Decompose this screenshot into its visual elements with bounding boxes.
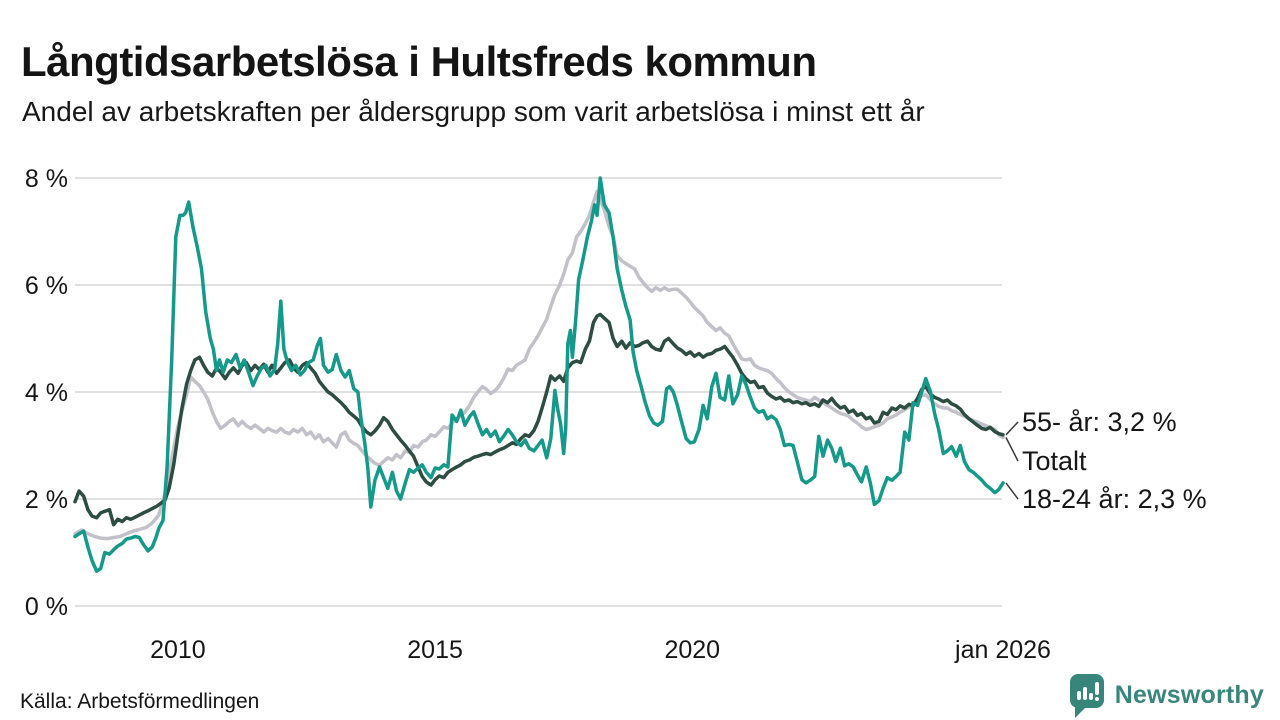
newsworthy-logo: Newsworthy <box>1068 672 1264 718</box>
y-tick-label: 6 % <box>25 272 68 300</box>
source-note: Källa: Arbetsförmedlingen <box>20 690 260 713</box>
end-label-55-ar: 55- år: 3,2 % <box>1022 407 1177 437</box>
x-tick-label: jan 2026 <box>954 636 1051 664</box>
series-line-55- år <box>73 312 1005 527</box>
end-label-totalt: Totalt <box>1022 446 1087 476</box>
x-tick-label: 2020 <box>664 636 720 664</box>
y-tick-label: 4 % <box>25 379 68 407</box>
leader-line <box>1005 482 1019 500</box>
newsworthy-logo-icon <box>1069 674 1104 718</box>
y-tick-label: 8 % <box>25 165 68 193</box>
leader-line <box>1005 437 1019 462</box>
leader-line <box>1005 421 1019 436</box>
series-line-Totalt <box>73 189 1005 541</box>
y-tick-label: 2 % <box>25 486 68 514</box>
end-label-18-24-ar: 18-24 år: 2,3 % <box>1022 484 1207 514</box>
page-subtitle: Andel av arbetskraften per åldersgrupp s… <box>22 96 925 127</box>
x-tick-label: 2010 <box>150 636 206 664</box>
series-line-18-24 år <box>73 176 1005 573</box>
y-tick-label: 0 % <box>25 593 68 621</box>
x-tick-label: 2015 <box>407 636 463 664</box>
newsworthy-logo-text: Newsworthy <box>1114 680 1264 709</box>
page-title: Långtidsarbetslösa i Hultsfreds kommun <box>21 38 817 86</box>
